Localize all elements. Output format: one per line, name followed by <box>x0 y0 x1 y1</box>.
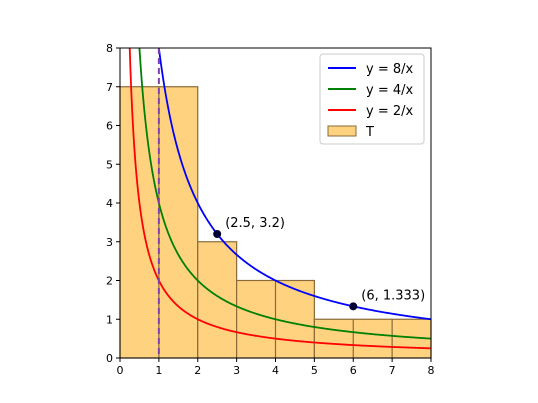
x-tick-label: 7 <box>389 364 396 377</box>
curve-y-2-x <box>128 48 431 350</box>
legend-label: y = 2/x <box>366 104 414 119</box>
curve-y-4-x <box>138 48 431 340</box>
point-marker-2 <box>349 302 358 311</box>
legend-swatch-bars <box>327 125 357 137</box>
x-tick-label: 0 <box>117 364 124 377</box>
x-tick-label: 3 <box>233 364 240 377</box>
y-tick-label: 4 <box>106 197 113 210</box>
x-tick-label: 6 <box>350 364 357 377</box>
y-tick-label: 1 <box>106 313 113 326</box>
y-tick-label: 8 <box>106 42 113 55</box>
x-tick-label: 5 <box>311 364 318 377</box>
legend-label: T <box>365 125 374 140</box>
histogram-bar-2 <box>197 241 238 359</box>
legend-label: y = 8/x <box>366 62 414 77</box>
x-tick-label: 8 <box>428 364 435 377</box>
curve-y-8-x <box>157 48 431 321</box>
y-tick-label: 3 <box>106 236 113 249</box>
y-tick-label: 5 <box>106 158 113 171</box>
points: (2.5, 3.2) (6, 1.333) <box>213 216 425 311</box>
curves <box>128 48 431 350</box>
point-marker-1 <box>213 230 222 238</box>
x-tick-label: 2 <box>194 364 201 377</box>
y-tick-label: 7 <box>106 81 113 94</box>
point-label-2: (6, 1.333) <box>361 288 425 303</box>
legend-label: y = 4/x <box>366 83 414 98</box>
legend: y = 8/x y = 4/x y = 2/x T <box>319 53 425 145</box>
x-tick-label: 1 <box>155 364 162 377</box>
axis-ticks: 0 1 2 3 4 5 6 7 8 0 1 2 3 4 5 6 7 8 <box>106 42 435 377</box>
y-tick-label: 2 <box>106 275 113 288</box>
y-tick-label: 6 <box>106 120 113 133</box>
histogram-bar-4 <box>313 318 432 359</box>
y-tick-label: 0 <box>106 352 113 365</box>
point-label-1: (2.5, 3.2) <box>225 216 285 231</box>
x-tick-label: 4 <box>272 364 279 377</box>
legend-box <box>319 53 425 145</box>
